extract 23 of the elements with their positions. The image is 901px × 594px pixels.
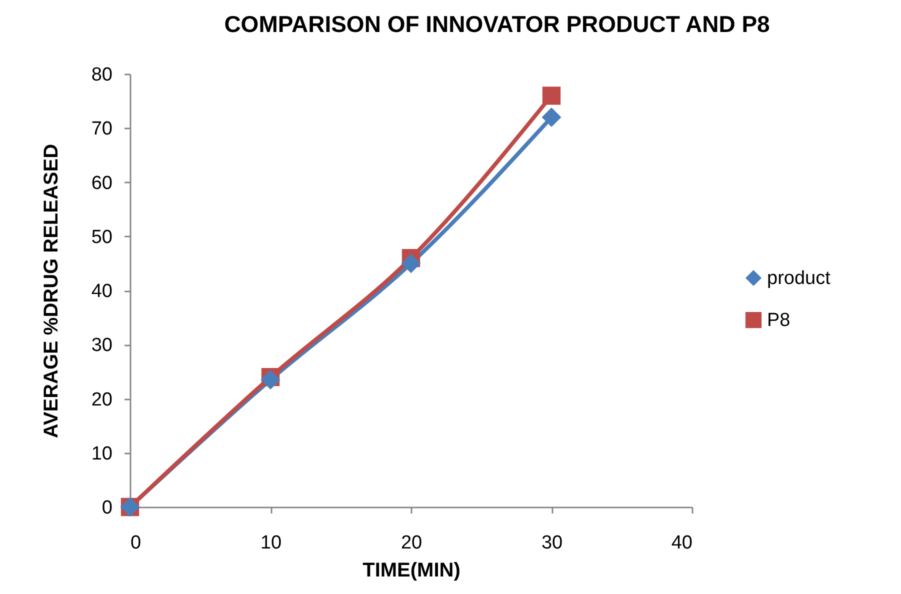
- point: [260, 370, 280, 390]
- y-tick-label: 60: [91, 172, 112, 194]
- y-tick-label: 50: [91, 226, 112, 248]
- x-tick-label: 0: [130, 532, 142, 554]
- x-tick-label: 10: [260, 532, 282, 554]
- point: [542, 108, 562, 128]
- legend-label: product: [767, 268, 832, 289]
- x-tick-label: 40: [671, 532, 692, 554]
- y-tick-label: 80: [91, 64, 112, 86]
- y-tick-label: 30: [91, 335, 112, 356]
- y-tick-label: 20: [91, 389, 112, 410]
- x-tick-label: 20: [400, 532, 422, 554]
- point: [542, 86, 561, 105]
- y-tick-label: 10: [91, 443, 112, 464]
- y-tick-label: 70: [91, 118, 112, 140]
- y-tick-label: 0: [102, 498, 112, 518]
- x-tick-label: 30: [541, 532, 563, 554]
- y-axis-title: AVERAGE %DRUG RELEASED: [40, 144, 62, 438]
- point: [401, 254, 421, 274]
- legend-label: P8: [767, 310, 790, 331]
- x-axis-title: TIME(MIN): [362, 560, 460, 582]
- y-tick-label: 40: [91, 281, 112, 302]
- chart-title: COMPARISON OF INNOVATOR PRODUCT AND P8: [224, 11, 770, 37]
